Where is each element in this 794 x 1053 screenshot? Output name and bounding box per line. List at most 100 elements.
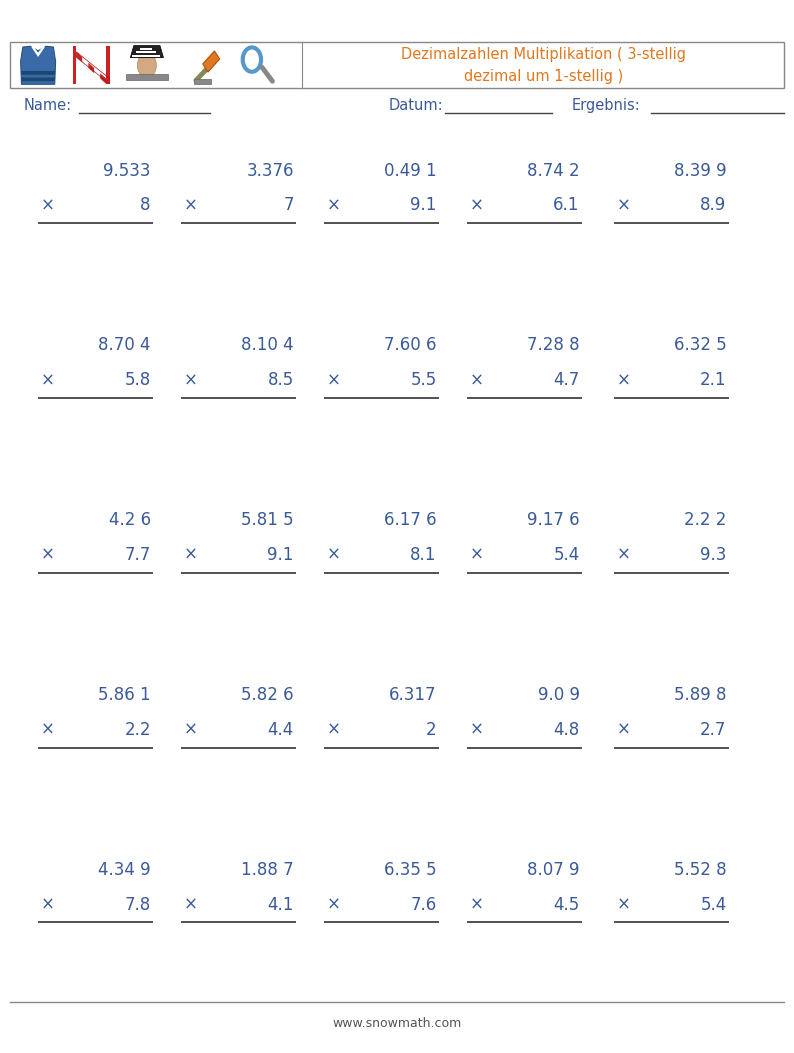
Bar [140, 47, 152, 49]
Polygon shape [31, 46, 45, 57]
Text: 8.5: 8.5 [268, 371, 294, 390]
Polygon shape [21, 46, 56, 84]
Bar [106, 46, 110, 84]
Text: 6.32 5: 6.32 5 [674, 336, 727, 355]
Text: 6.317: 6.317 [389, 686, 437, 704]
Text: ×: × [616, 545, 630, 564]
Text: 2.7: 2.7 [700, 720, 727, 739]
Text: ×: × [469, 371, 484, 390]
Text: 8.39 9: 8.39 9 [674, 161, 727, 180]
Text: 4.34 9: 4.34 9 [98, 860, 151, 879]
Text: 8.10 4: 8.10 4 [241, 336, 294, 355]
Text: 8.74 2: 8.74 2 [527, 161, 580, 180]
Text: 6.17 6: 6.17 6 [384, 511, 437, 530]
Text: Dezimalzahlen Multiplikation ( 3-stellig
dezimal um 1-stellig ): Dezimalzahlen Multiplikation ( 3-stellig… [402, 46, 686, 84]
Text: Datum:: Datum: [389, 98, 444, 113]
Text: ×: × [183, 720, 198, 739]
Text: ×: × [40, 895, 55, 914]
Text: ×: × [40, 371, 55, 390]
Text: 6.35 5: 6.35 5 [384, 860, 437, 879]
Polygon shape [21, 78, 55, 81]
Polygon shape [94, 68, 100, 79]
Bar [132, 55, 160, 57]
Polygon shape [83, 57, 88, 68]
Text: ×: × [326, 196, 341, 215]
Text: ×: × [616, 720, 630, 739]
Text: ×: × [326, 371, 341, 390]
Text: 8: 8 [141, 196, 151, 215]
Text: 5.89 8: 5.89 8 [674, 686, 727, 704]
Text: ×: × [469, 720, 484, 739]
Text: ×: × [326, 895, 341, 914]
Text: 9.3: 9.3 [700, 545, 727, 564]
Text: ×: × [183, 545, 198, 564]
Text: 1.88 7: 1.88 7 [241, 860, 294, 879]
Text: 3.376: 3.376 [246, 161, 294, 180]
Bar [194, 79, 211, 84]
Text: 7.28 8: 7.28 8 [527, 336, 580, 355]
Text: Ergebnis:: Ergebnis: [572, 98, 641, 113]
Text: 7.6: 7.6 [410, 895, 437, 914]
Bar [126, 74, 168, 80]
Text: 4.7: 4.7 [553, 371, 580, 390]
Polygon shape [130, 45, 164, 58]
Polygon shape [21, 71, 55, 75]
Text: 9.0 9: 9.0 9 [538, 686, 580, 704]
Text: ×: × [40, 545, 55, 564]
Text: ×: × [469, 895, 484, 914]
Text: ×: × [326, 545, 341, 564]
Text: www.snowmath.com: www.snowmath.com [333, 1017, 461, 1030]
FancyBboxPatch shape [10, 42, 784, 88]
Text: 8.70 4: 8.70 4 [98, 336, 151, 355]
Text: 0.49 1: 0.49 1 [384, 161, 437, 180]
Text: ×: × [183, 371, 198, 390]
Text: 2.2: 2.2 [125, 720, 151, 739]
Text: ×: × [40, 196, 55, 215]
Text: 4.5: 4.5 [553, 895, 580, 914]
Text: 5.52 8: 5.52 8 [674, 860, 727, 879]
Text: 8.1: 8.1 [410, 545, 437, 564]
Polygon shape [100, 74, 106, 84]
Text: 5.4: 5.4 [553, 545, 580, 564]
Text: 7.60 6: 7.60 6 [384, 336, 437, 355]
Text: 5.8: 5.8 [125, 371, 151, 390]
Text: 8.07 9: 8.07 9 [527, 860, 580, 879]
Text: 5.86 1: 5.86 1 [98, 686, 151, 704]
Text: 4.1: 4.1 [268, 895, 294, 914]
Text: 2.1: 2.1 [700, 371, 727, 390]
Text: Name:: Name: [24, 98, 72, 113]
Text: 2: 2 [426, 720, 437, 739]
Circle shape [137, 53, 156, 78]
Bar [136, 52, 156, 53]
Text: 2.2 2: 2.2 2 [684, 511, 727, 530]
Polygon shape [76, 52, 83, 62]
Text: 5.4: 5.4 [700, 895, 727, 914]
Text: 8.9: 8.9 [700, 196, 727, 215]
Polygon shape [202, 51, 220, 72]
Text: 5.82 6: 5.82 6 [241, 686, 294, 704]
Text: ×: × [326, 720, 341, 739]
Text: ×: × [616, 371, 630, 390]
Bar [73, 46, 76, 84]
Text: 9.533: 9.533 [103, 161, 151, 180]
Text: 7: 7 [283, 196, 294, 215]
Text: 9.1: 9.1 [268, 545, 294, 564]
Polygon shape [88, 62, 94, 74]
Text: 5.81 5: 5.81 5 [241, 511, 294, 530]
Text: ×: × [616, 196, 630, 215]
Text: 4.2 6: 4.2 6 [109, 511, 151, 530]
Text: 4.4: 4.4 [268, 720, 294, 739]
Text: 9.1: 9.1 [410, 196, 437, 215]
Text: ×: × [183, 895, 198, 914]
Text: ×: × [40, 720, 55, 739]
Text: 6.1: 6.1 [553, 196, 580, 215]
Text: 4.8: 4.8 [553, 720, 580, 739]
Text: ×: × [469, 196, 484, 215]
Text: ×: × [183, 196, 198, 215]
Text: ×: × [616, 895, 630, 914]
Text: ×: × [469, 545, 484, 564]
Text: 7.8: 7.8 [125, 895, 151, 914]
Text: 7.7: 7.7 [125, 545, 151, 564]
Text: 9.17 6: 9.17 6 [527, 511, 580, 530]
Text: 5.5: 5.5 [410, 371, 437, 390]
